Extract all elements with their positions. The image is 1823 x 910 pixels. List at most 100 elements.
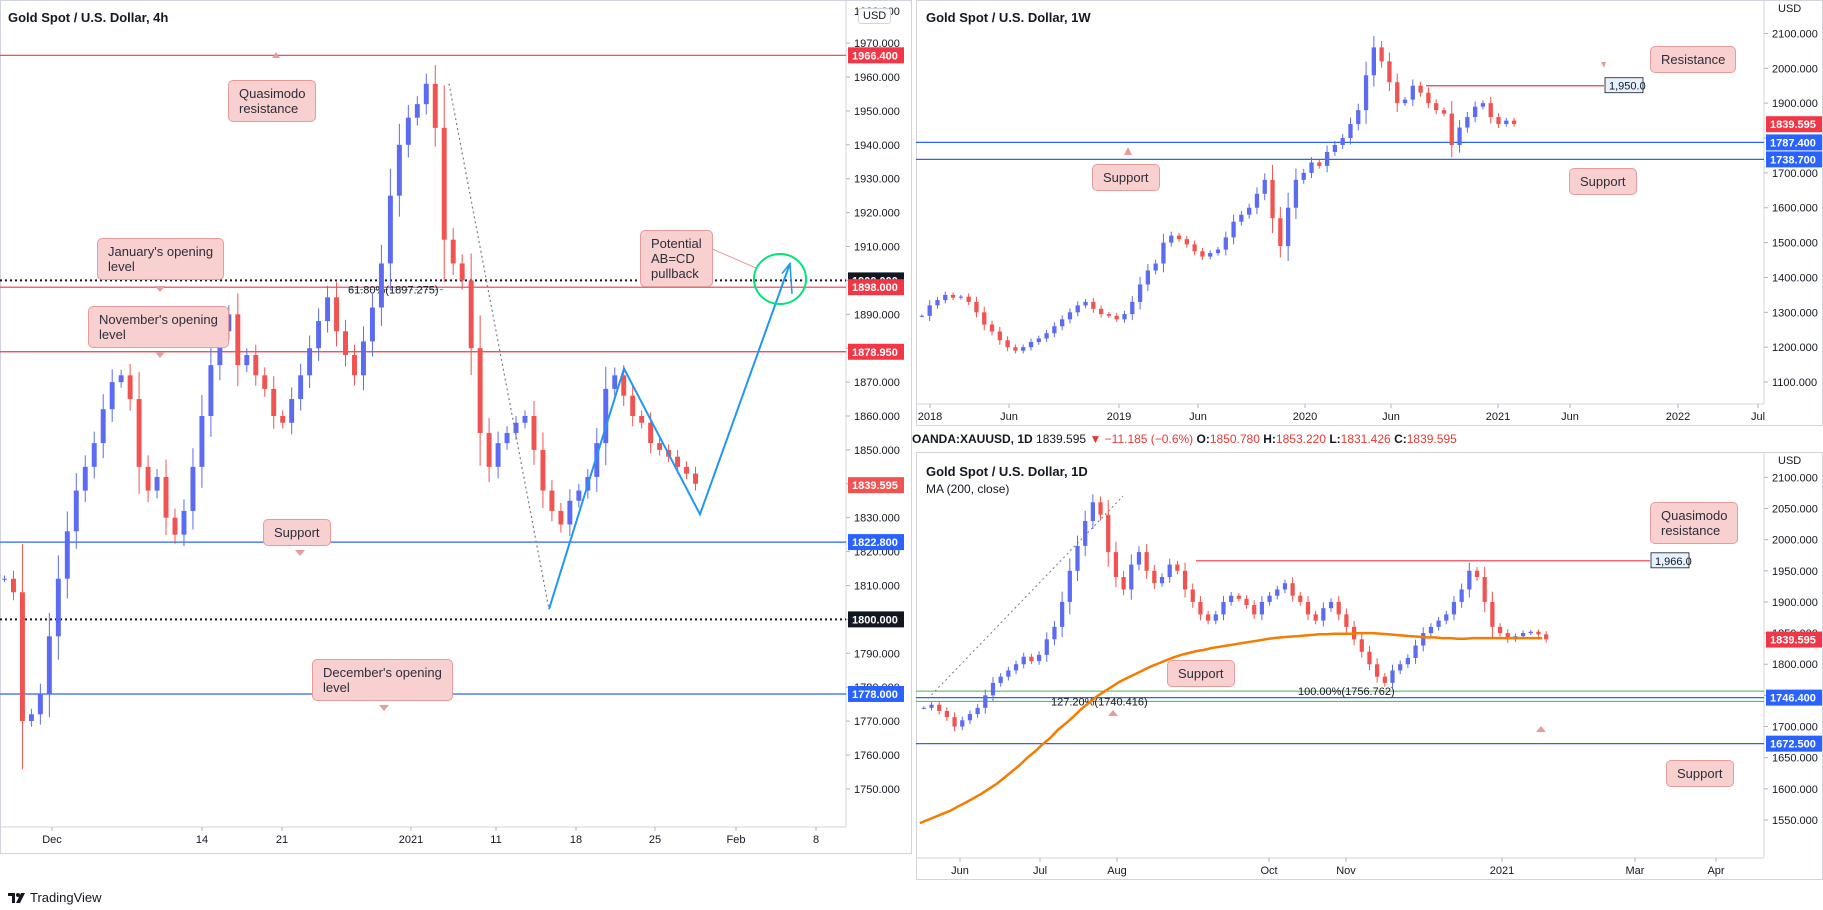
candle-body: [441, 127, 447, 240]
chart-weekly-canvas[interactable]: 2100.0002000.0001900.0001800.0001700.000…: [916, 0, 1823, 426]
candle-body: [1496, 117, 1501, 125]
close-value: 1839.595: [1406, 432, 1457, 446]
y-tick-label: 1750.000: [854, 784, 900, 796]
candle-body: [1130, 301, 1135, 315]
candle-body: [1504, 120, 1509, 125]
candle-body: [1175, 564, 1180, 571]
price-tag-1878.950: 1878.950: [852, 347, 898, 359]
note-quasimodo-4h: Quasimodo resistance: [228, 80, 317, 122]
y-tick-label: 1700.000: [1772, 722, 1818, 734]
candle-body: [271, 388, 277, 416]
candle-body: [983, 695, 988, 708]
chart-4h-panel[interactable]: 1970.000 1960.000 1950.000 1940.000 1930.000…: [0, 0, 912, 854]
candle-body: [226, 314, 232, 332]
x-tick-label: 2018: [918, 411, 942, 423]
pointer-support-mid: [1108, 709, 1118, 716]
candle-body: [974, 301, 979, 313]
candle-body: [1536, 631, 1541, 635]
candle-body: [1348, 124, 1353, 139]
candle-body: [91, 443, 97, 467]
high-value: 1853.220: [1275, 432, 1326, 446]
y-tick-label: 1650.000: [1772, 753, 1818, 765]
candle-body: [1402, 99, 1408, 104]
candle-body: [1298, 595, 1303, 602]
candle-body: [1182, 570, 1188, 590]
candle-body: [630, 395, 636, 416]
candle-body: [387, 195, 393, 264]
candle-body: [1083, 301, 1088, 306]
y-tick-label: 1400.000: [1772, 272, 1818, 284]
dotted-leg: [448, 83, 550, 610]
candle-body: [958, 296, 963, 298]
candle-body: [639, 416, 645, 423]
price-tag-1800.000-bg: [848, 611, 904, 628]
candle-body: [1421, 633, 1426, 646]
candle-body: [1267, 595, 1272, 602]
candle-body: [378, 263, 384, 308]
candle-body: [1122, 314, 1127, 320]
candle-body: [1363, 75, 1369, 111]
candle-body: [1161, 242, 1166, 264]
candle-body: [1106, 314, 1112, 316]
candle-body: [990, 682, 996, 696]
chart-4h-canvas[interactable]: 1970.000 1960.000 1950.000 1940.000 1930.000…: [0, 0, 912, 854]
chart-daily-canvas[interactable]: 2100.000 2050.000 2000.000 1950.000 1900.000…: [916, 452, 1823, 880]
candle-body: [1488, 103, 1493, 118]
candle-body: [1275, 589, 1280, 596]
footer-brand[interactable]: TradingView: [30, 890, 102, 905]
candle-body: [1324, 151, 1330, 166]
x-tick-label: Jun: [1382, 411, 1400, 423]
open-label: O:: [1196, 432, 1210, 446]
abcd-pattern: [548, 263, 791, 610]
note-november-opening: November's opening level: [88, 306, 229, 348]
candle-body: [396, 144, 402, 196]
price-tag-1778.000-bg: [848, 685, 904, 702]
candle-body: [675, 456, 681, 467]
pointer-support-right: [1536, 725, 1546, 732]
candle-body: [1090, 502, 1095, 521]
candle-body: [1473, 106, 1478, 118]
candle-body: [612, 375, 618, 389]
candle-body: [468, 280, 474, 349]
candle-body: [1006, 670, 1011, 677]
candle-body: [1223, 237, 1228, 250]
candle-body: [1332, 144, 1338, 152]
price-tag-1672.500: 1672.500: [1770, 739, 1816, 751]
candle-body: [921, 707, 926, 709]
candle-body: [1328, 601, 1334, 609]
candle-body: [1254, 193, 1260, 208]
currency-badge[interactable]: USD: [858, 8, 892, 24]
y-tick-label: 1900.000: [1772, 597, 1818, 609]
candle-body: [1317, 162, 1322, 166]
price-tag-1839.595-bg: [1766, 116, 1822, 133]
low-label: L:: [1329, 432, 1341, 446]
y-tick-label: 1930.000: [854, 174, 900, 186]
note-abcd-pullback: Potential AB=CD pullback: [640, 230, 713, 287]
candle-body: [1013, 664, 1019, 671]
candle-body: [28, 714, 34, 722]
candle-body: [1136, 552, 1142, 565]
candle-body: [1444, 614, 1449, 621]
price-tag-1822.800: 1822.800: [852, 537, 898, 549]
candle-body: [1382, 676, 1387, 683]
candle-body: [1159, 577, 1165, 584]
y-tick-label: 1920.000: [854, 208, 900, 220]
open-value: 1850.780: [1209, 432, 1260, 446]
y-tick-label: 1760.000: [854, 750, 900, 762]
candle-body: [459, 263, 465, 281]
candle-body: [1208, 253, 1213, 257]
candle-body: [966, 296, 971, 302]
last-price: 1839.595: [1036, 432, 1087, 446]
candle-body: [1129, 564, 1134, 590]
candle-body: [693, 473, 698, 484]
price-tag-1746.400-bg: [1766, 689, 1822, 706]
chart-weekly-title: Gold Spot / U.S. Dollar, 1W: [926, 10, 1091, 25]
pointer-november: [155, 352, 165, 358]
candle-body: [369, 307, 375, 342]
pointer-quasimodo: [272, 52, 280, 58]
candle-body: [1413, 645, 1418, 658]
tradingview-logo-icon[interactable]: [8, 890, 26, 904]
x-tick-label: 2021: [399, 834, 423, 846]
candle-body: [1013, 347, 1018, 351]
ma-indicator-label[interactable]: MA (200, close): [926, 482, 1010, 496]
